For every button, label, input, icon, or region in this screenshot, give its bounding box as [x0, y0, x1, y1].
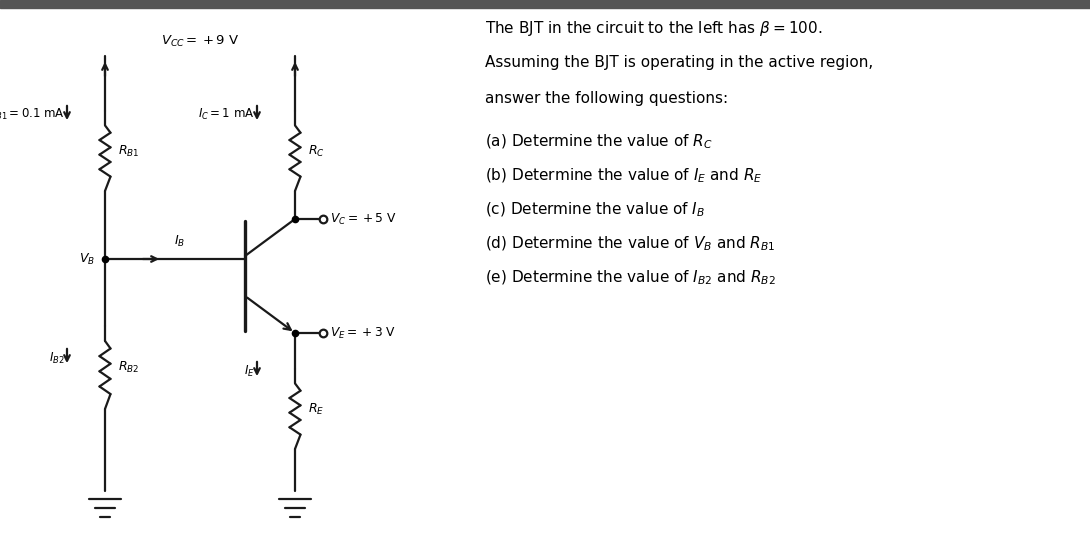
- Text: $I_B$: $I_B$: [174, 234, 185, 249]
- Text: $I_E$: $I_E$: [244, 364, 255, 379]
- Text: (d) Determine the value of $V_B$ and $R_{B1}$: (d) Determine the value of $V_B$ and $R_…: [485, 235, 775, 253]
- Text: Assuming the BJT is operating in the active region,: Assuming the BJT is operating in the act…: [485, 55, 873, 70]
- Text: $I_{B1} = 0.1$ mA: $I_{B1} = 0.1$ mA: [0, 107, 65, 122]
- Text: $R_{B2}$: $R_{B2}$: [118, 360, 140, 375]
- Text: (b) Determine the value of $I_E$ and $R_E$: (b) Determine the value of $I_E$ and $R_…: [485, 167, 763, 186]
- Text: $V_B$: $V_B$: [78, 252, 95, 267]
- Text: (c) Determine the value of $I_B$: (c) Determine the value of $I_B$: [485, 201, 705, 220]
- Text: $I_C = 1$ mA: $I_C = 1$ mA: [198, 107, 255, 122]
- Text: $I_{B2}$: $I_{B2}$: [49, 351, 65, 366]
- Text: $R_E$: $R_E$: [308, 401, 324, 417]
- Text: $V_{CC} = +9$ V: $V_{CC} = +9$ V: [160, 34, 239, 49]
- Text: $V_E = +3$ V: $V_E = +3$ V: [330, 326, 396, 340]
- Text: (e) Determine the value of $I_{B2}$ and $R_{B2}$: (e) Determine the value of $I_{B2}$ and …: [485, 269, 776, 287]
- Bar: [0, 0, 1090, 8]
- Text: (a) Determine the value of $R_C$: (a) Determine the value of $R_C$: [485, 133, 713, 151]
- Text: $R_C$: $R_C$: [308, 143, 325, 159]
- Text: $R_{B1}$: $R_{B1}$: [118, 143, 140, 159]
- Text: $V_C = +5$ V: $V_C = +5$ V: [330, 212, 397, 227]
- Text: The BJT in the circuit to the left has $\beta = 100$.: The BJT in the circuit to the left has $…: [485, 19, 823, 38]
- Text: answer the following questions:: answer the following questions:: [485, 91, 728, 106]
